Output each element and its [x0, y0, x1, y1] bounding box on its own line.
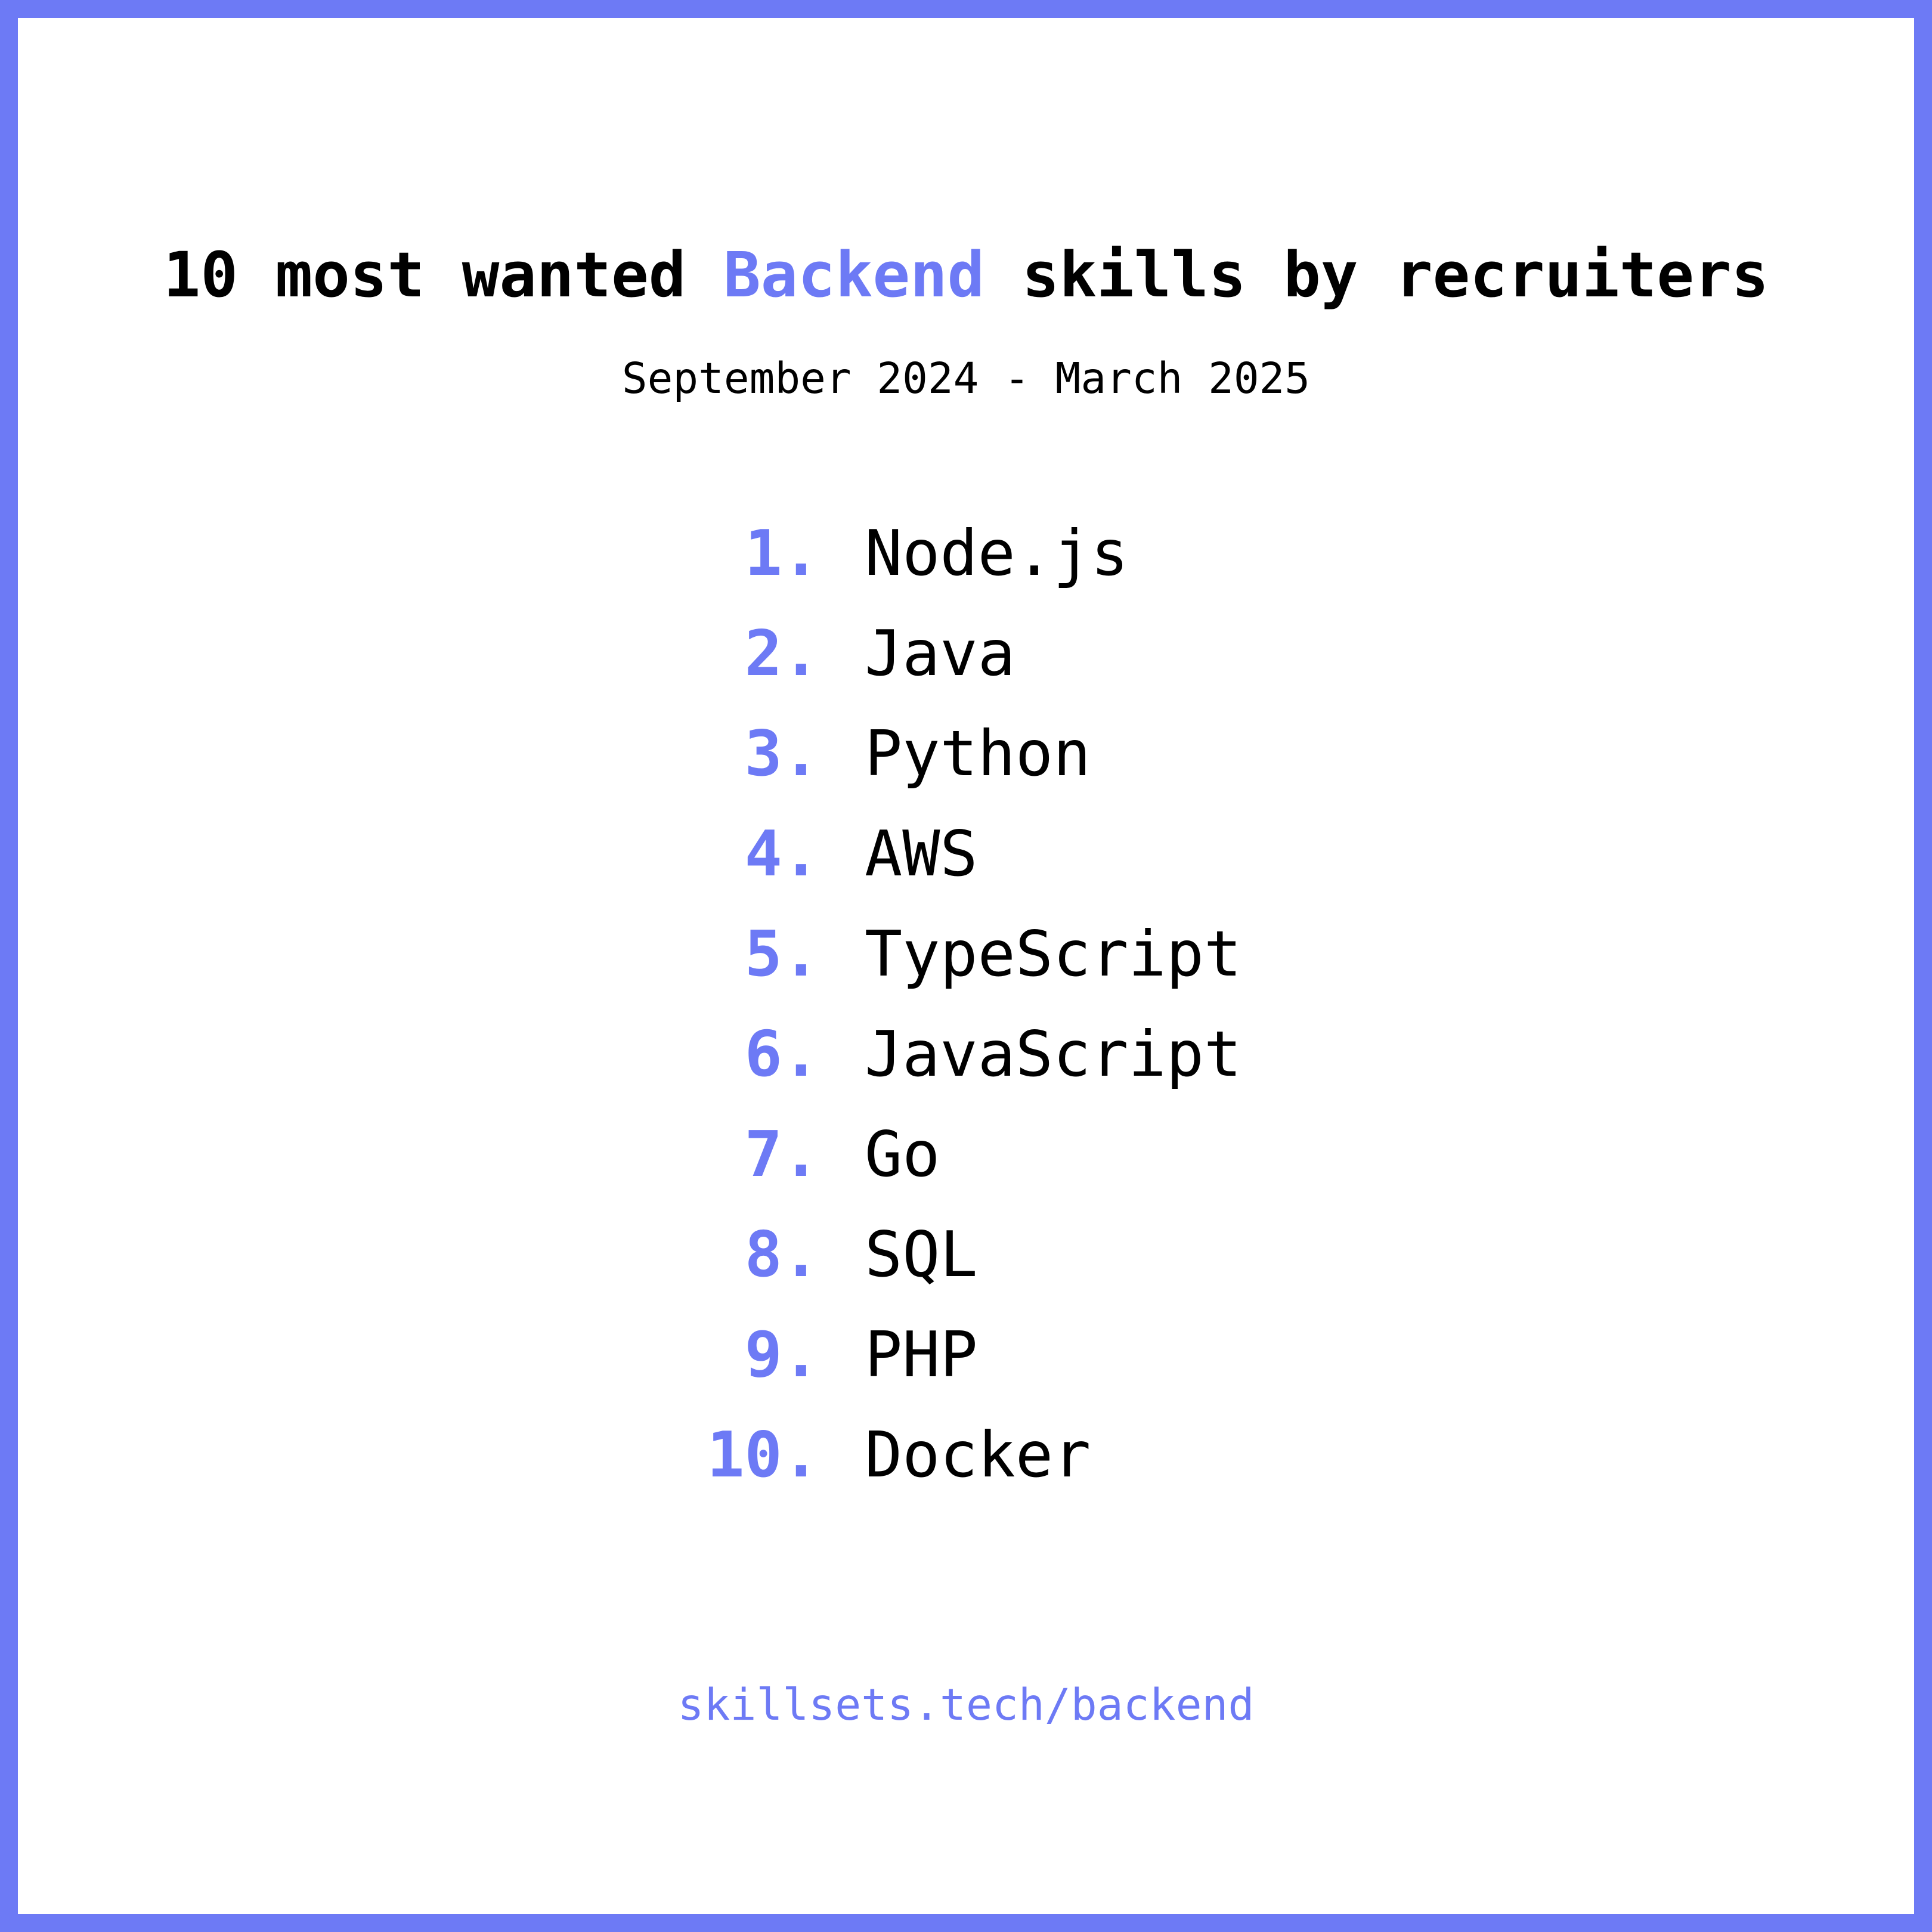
list-item: 8. SQL: [18, 1210, 1914, 1310]
rank-number: 7.: [744, 1118, 820, 1191]
list-item: 7. Go: [18, 1110, 1914, 1210]
list-item: 1. Node.js: [18, 509, 1914, 609]
skill-name: SQL: [865, 1218, 978, 1291]
skill-name: Docker: [865, 1419, 1091, 1491]
rank-number: 3.: [744, 717, 820, 790]
title-highlight: Backend: [723, 239, 985, 311]
skill-name: Node.js: [865, 517, 1129, 590]
rank-number: 10.: [707, 1419, 820, 1491]
date-range-subtitle: September 2024 - March 2025: [621, 354, 1311, 403]
rank-number: 5.: [744, 918, 820, 990]
rank-number: 4.: [744, 818, 820, 890]
skill-name: JavaScript: [865, 1018, 1242, 1091]
list-item: 4. AWS: [18, 809, 1914, 909]
list-item: 2. Java: [18, 609, 1914, 709]
list-item: 10. Docker: [18, 1410, 1914, 1510]
skill-name: Python: [865, 717, 1091, 790]
list-item: 5. TypeScript: [18, 909, 1914, 1010]
rank-number: 8.: [744, 1218, 820, 1291]
skill-name: Java: [865, 617, 1015, 690]
source-link[interactable]: skillsets.tech/backend: [677, 1680, 1255, 1730]
skill-name: TypeScript: [865, 918, 1242, 990]
rank-number: 1.: [744, 517, 820, 590]
rank-number: 9.: [744, 1318, 820, 1391]
title-prefix: 10 most wanted: [163, 239, 723, 311]
rank-number: 6.: [744, 1018, 820, 1091]
rank-number: 2.: [744, 617, 820, 690]
list-item: 6. JavaScript: [18, 1010, 1914, 1110]
page-title: 10 most wanted Backend skills by recruit…: [18, 236, 1914, 314]
list-item: 9. PHP: [18, 1310, 1914, 1410]
list-item: 3. Python: [18, 709, 1914, 809]
skill-name: PHP: [865, 1318, 978, 1391]
skill-name: Go: [865, 1118, 940, 1191]
skills-list: 1. Node.js 2. Java 3. Python 4. AWS 5. T…: [18, 509, 1914, 1510]
skill-name: AWS: [865, 818, 978, 890]
title-suffix: skills by recruiters: [984, 239, 1769, 311]
